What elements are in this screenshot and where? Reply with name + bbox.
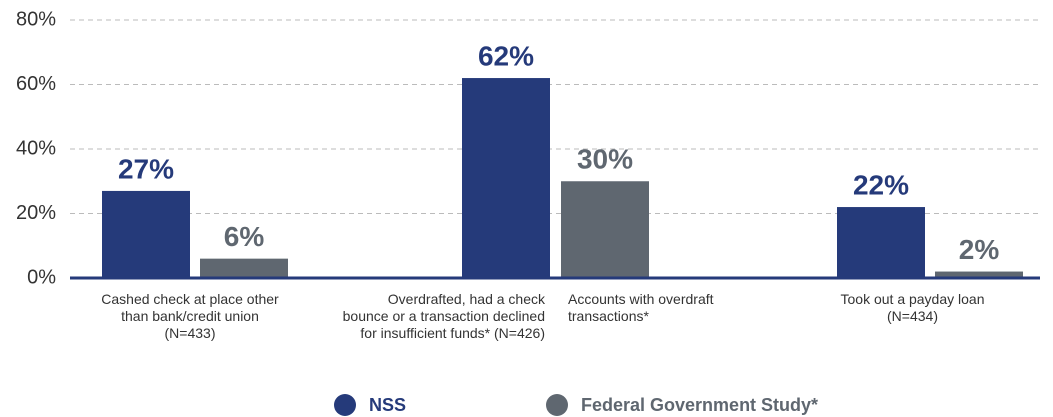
y-tick-label: 80%	[16, 8, 56, 30]
bar	[935, 271, 1023, 278]
data-label: 2%	[959, 234, 1000, 265]
y-tick-label: 40%	[16, 137, 56, 159]
y-tick-label: 20%	[16, 202, 56, 224]
y-tick-label: 60%	[16, 73, 56, 95]
data-label: 30%	[577, 144, 633, 175]
bar	[561, 181, 649, 278]
x-tick-label: Cashed check at place other than bank/cr…	[101, 291, 279, 341]
annotation: Accounts with overdraft transactions*	[568, 291, 714, 324]
bar	[200, 258, 288, 278]
legend-marker	[546, 394, 568, 416]
bar	[102, 190, 190, 278]
data-label: 62%	[478, 40, 534, 71]
data-label: 6%	[224, 221, 265, 252]
legend-marker	[334, 394, 356, 416]
x-tick-label: Overdrafted, had a check bounce or a tra…	[342, 291, 545, 341]
y-tick-label: 0%	[27, 266, 56, 288]
bar	[837, 207, 925, 278]
x-tick-label: Took out a payday loan (N=434)	[840, 291, 985, 324]
data-label: 27%	[118, 153, 174, 184]
bar	[462, 78, 550, 278]
legend-label: Federal Government Study*	[581, 395, 818, 415]
legend-label: NSS	[369, 395, 406, 415]
data-label: 22%	[853, 169, 909, 200]
